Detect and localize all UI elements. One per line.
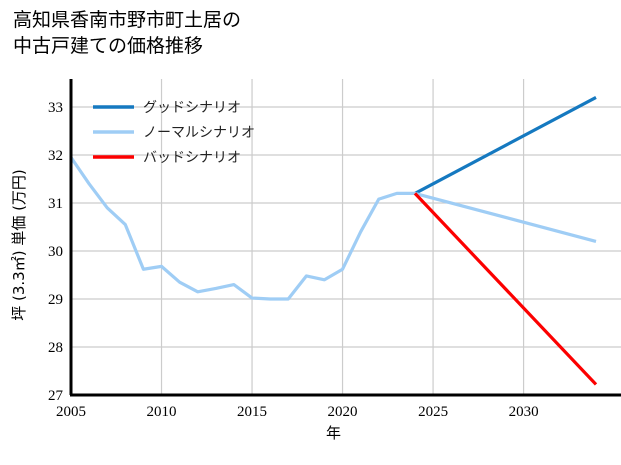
page-title: 高知県香南市野市町土居の 中古戸建ての価格推移 xyxy=(13,9,242,57)
legend-label: ノーマルシナリオ xyxy=(143,125,255,141)
series-line xyxy=(413,192,598,386)
y-tick-label: 29 xyxy=(48,292,63,308)
legend-label: グッドシナリオ xyxy=(143,100,241,116)
x-tick-label: 2030 xyxy=(509,404,539,420)
gridlines xyxy=(71,79,621,396)
y-tick-label: 33 xyxy=(48,100,63,116)
y-axis-title: 坪 (3.3㎡) 単価 (万円) xyxy=(10,169,28,321)
y-axis-tick-labels: 27 28 29 30 31 32 33 xyxy=(48,100,64,404)
y-tick-label: 30 xyxy=(48,244,63,260)
y-tick-label: 28 xyxy=(48,340,63,356)
y-tick-label: 32 xyxy=(48,148,63,164)
series-lines xyxy=(69,95,598,386)
x-axis-tick-labels: 2005 2010 2015 2020 2025 2030 xyxy=(56,404,539,420)
legend-label: バッドシナリオ xyxy=(143,150,241,166)
y-tick-label: 27 xyxy=(48,388,64,404)
series-line xyxy=(69,156,597,301)
y-tick-label: 31 xyxy=(48,196,63,212)
series-line xyxy=(414,95,597,195)
x-tick-label: 2015 xyxy=(237,404,267,420)
axis-spines xyxy=(69,79,621,397)
x-tick-label: 2020 xyxy=(328,404,358,420)
x-axis-title: 年 xyxy=(326,424,341,442)
x-tick-label: 2005 xyxy=(56,404,86,420)
x-tick-label: 2010 xyxy=(147,404,177,420)
x-tick-label: 2025 xyxy=(418,404,448,420)
